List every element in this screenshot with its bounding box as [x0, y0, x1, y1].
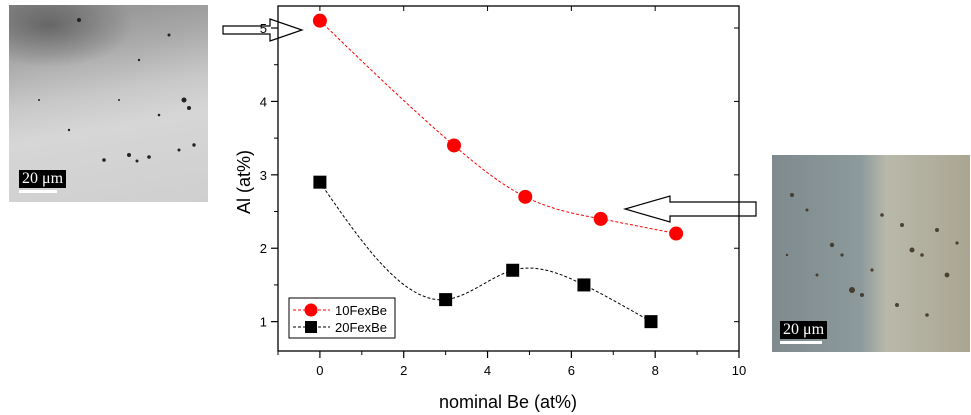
point-20fexbe: [313, 175, 327, 189]
legend-marker-20fexbe: [305, 321, 317, 333]
right-arrow-icon: [622, 195, 757, 223]
point-20fexbe: [506, 263, 520, 277]
left-scale-label: 20 μm: [19, 170, 67, 188]
left-arrow-icon: [222, 18, 304, 42]
right-scale-bar: [780, 341, 822, 344]
y-axis-label: Al (at%): [234, 150, 254, 214]
trend-curve-10fexbe: [319, 20, 677, 235]
right-micrograph-texture: [785, 193, 959, 317]
x-tick-label: 4: [484, 363, 491, 378]
plot-frame: [277, 5, 740, 352]
y-tick-label: 4: [260, 94, 267, 109]
point-10fexbe: [669, 226, 684, 241]
point-20fexbe: [577, 278, 591, 292]
point-10fexbe: [447, 138, 462, 153]
point-20fexbe: [644, 315, 658, 329]
point-10fexbe: [312, 13, 327, 28]
legend-label-10fexbe: 10FexBe: [335, 303, 387, 318]
point-10fexbe: [518, 189, 533, 204]
x-tick-label: 10: [732, 363, 746, 378]
y-tick-label: 2: [260, 241, 267, 256]
point-20fexbe: [439, 293, 453, 307]
x-tick-label: 0: [316, 363, 323, 378]
x-tick-label: 2: [400, 363, 407, 378]
trend-curve-20fexbe: [319, 181, 652, 323]
x-axis-label: nominal Be (at%): [439, 392, 577, 412]
right-micrograph: 20 μm: [772, 155, 970, 352]
data-markers: [312, 13, 684, 329]
legend: 10FexBe 20FexBe: [288, 297, 396, 339]
left-scale-bar: [19, 190, 57, 193]
trend-curves: [319, 20, 677, 323]
y-tick-label: 5: [260, 21, 267, 36]
y-tick-label: 3: [260, 168, 267, 183]
y-tick-label: 1: [260, 315, 267, 330]
right-scale-label: 20 μm: [780, 321, 828, 339]
x-tick-label: 6: [568, 363, 575, 378]
point-10fexbe: [593, 211, 608, 226]
legend-marker-10fexbe: [304, 303, 318, 317]
left-micrograph-texture: [38, 18, 196, 163]
legend-label-20fexbe: 20FexBe: [335, 320, 387, 335]
left-micrograph: 20 μm: [9, 5, 208, 202]
x-tick-label: 8: [652, 363, 659, 378]
